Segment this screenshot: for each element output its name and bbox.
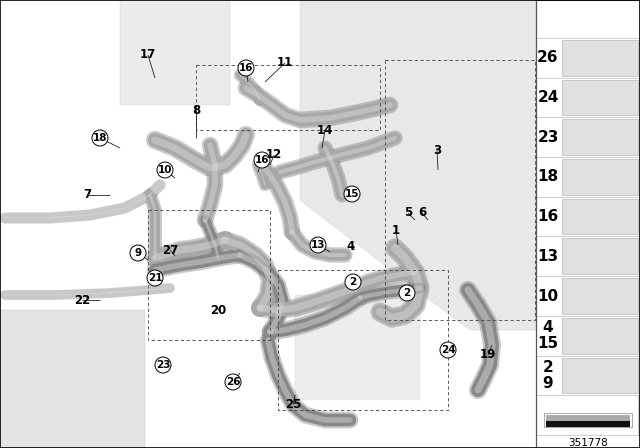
Bar — [562, 80, 638, 116]
Text: 26: 26 — [226, 377, 240, 387]
Text: 26: 26 — [537, 50, 559, 65]
Bar — [562, 238, 638, 274]
Text: 24: 24 — [538, 90, 559, 105]
Text: 16: 16 — [239, 63, 253, 73]
Text: 25: 25 — [285, 399, 301, 412]
Polygon shape — [120, 0, 230, 105]
Text: 19: 19 — [480, 349, 496, 362]
Text: 12: 12 — [266, 148, 282, 161]
Text: 4: 4 — [347, 241, 355, 254]
Text: 20: 20 — [210, 303, 226, 316]
Text: 16: 16 — [255, 155, 269, 165]
Circle shape — [130, 245, 146, 261]
Text: 2: 2 — [543, 360, 554, 375]
Text: 23: 23 — [156, 360, 170, 370]
Text: 13: 13 — [311, 240, 325, 250]
Circle shape — [225, 374, 241, 390]
Bar — [562, 40, 638, 76]
Bar — [562, 358, 638, 393]
Text: 5: 5 — [404, 207, 412, 220]
Circle shape — [92, 130, 108, 146]
Text: 22: 22 — [74, 293, 90, 306]
Circle shape — [147, 270, 163, 286]
Text: 21: 21 — [148, 273, 163, 283]
Text: 27: 27 — [162, 244, 178, 257]
Text: 3: 3 — [433, 143, 441, 156]
Text: 8: 8 — [192, 103, 200, 116]
Polygon shape — [0, 310, 145, 448]
Bar — [562, 120, 638, 155]
Text: 16: 16 — [538, 209, 559, 224]
Text: 6: 6 — [418, 207, 426, 220]
Text: 11: 11 — [277, 56, 293, 69]
Circle shape — [238, 60, 254, 76]
Text: 2: 2 — [403, 288, 411, 298]
Text: 17: 17 — [140, 48, 156, 61]
Bar — [562, 159, 638, 195]
Bar — [546, 421, 630, 427]
Polygon shape — [295, 295, 420, 400]
Bar — [562, 278, 638, 314]
Text: 24: 24 — [441, 345, 455, 355]
Bar — [546, 415, 630, 421]
Text: 2: 2 — [349, 277, 356, 287]
Text: 10: 10 — [157, 165, 172, 175]
Bar — [536, 0, 640, 448]
Text: 13: 13 — [538, 249, 559, 264]
Text: 4: 4 — [543, 320, 554, 335]
Bar — [562, 199, 638, 234]
Circle shape — [345, 274, 361, 290]
Text: 14: 14 — [317, 124, 333, 137]
Text: 9: 9 — [134, 248, 141, 258]
Circle shape — [157, 162, 173, 178]
Bar — [562, 318, 638, 353]
Text: 1: 1 — [392, 224, 400, 237]
Text: 351778: 351778 — [568, 438, 608, 448]
Text: 23: 23 — [538, 130, 559, 145]
Text: 7: 7 — [83, 189, 91, 202]
Bar — [544, 413, 632, 427]
Text: 15: 15 — [538, 336, 559, 351]
Circle shape — [440, 342, 456, 358]
Circle shape — [344, 186, 360, 202]
Circle shape — [399, 285, 415, 301]
Text: 15: 15 — [345, 189, 359, 199]
Polygon shape — [300, 0, 536, 330]
Text: 18: 18 — [93, 133, 108, 143]
Circle shape — [155, 357, 171, 373]
Text: 18: 18 — [538, 169, 559, 185]
Text: 9: 9 — [543, 376, 554, 391]
Text: 10: 10 — [538, 289, 559, 304]
Circle shape — [254, 152, 270, 168]
Circle shape — [310, 237, 326, 253]
